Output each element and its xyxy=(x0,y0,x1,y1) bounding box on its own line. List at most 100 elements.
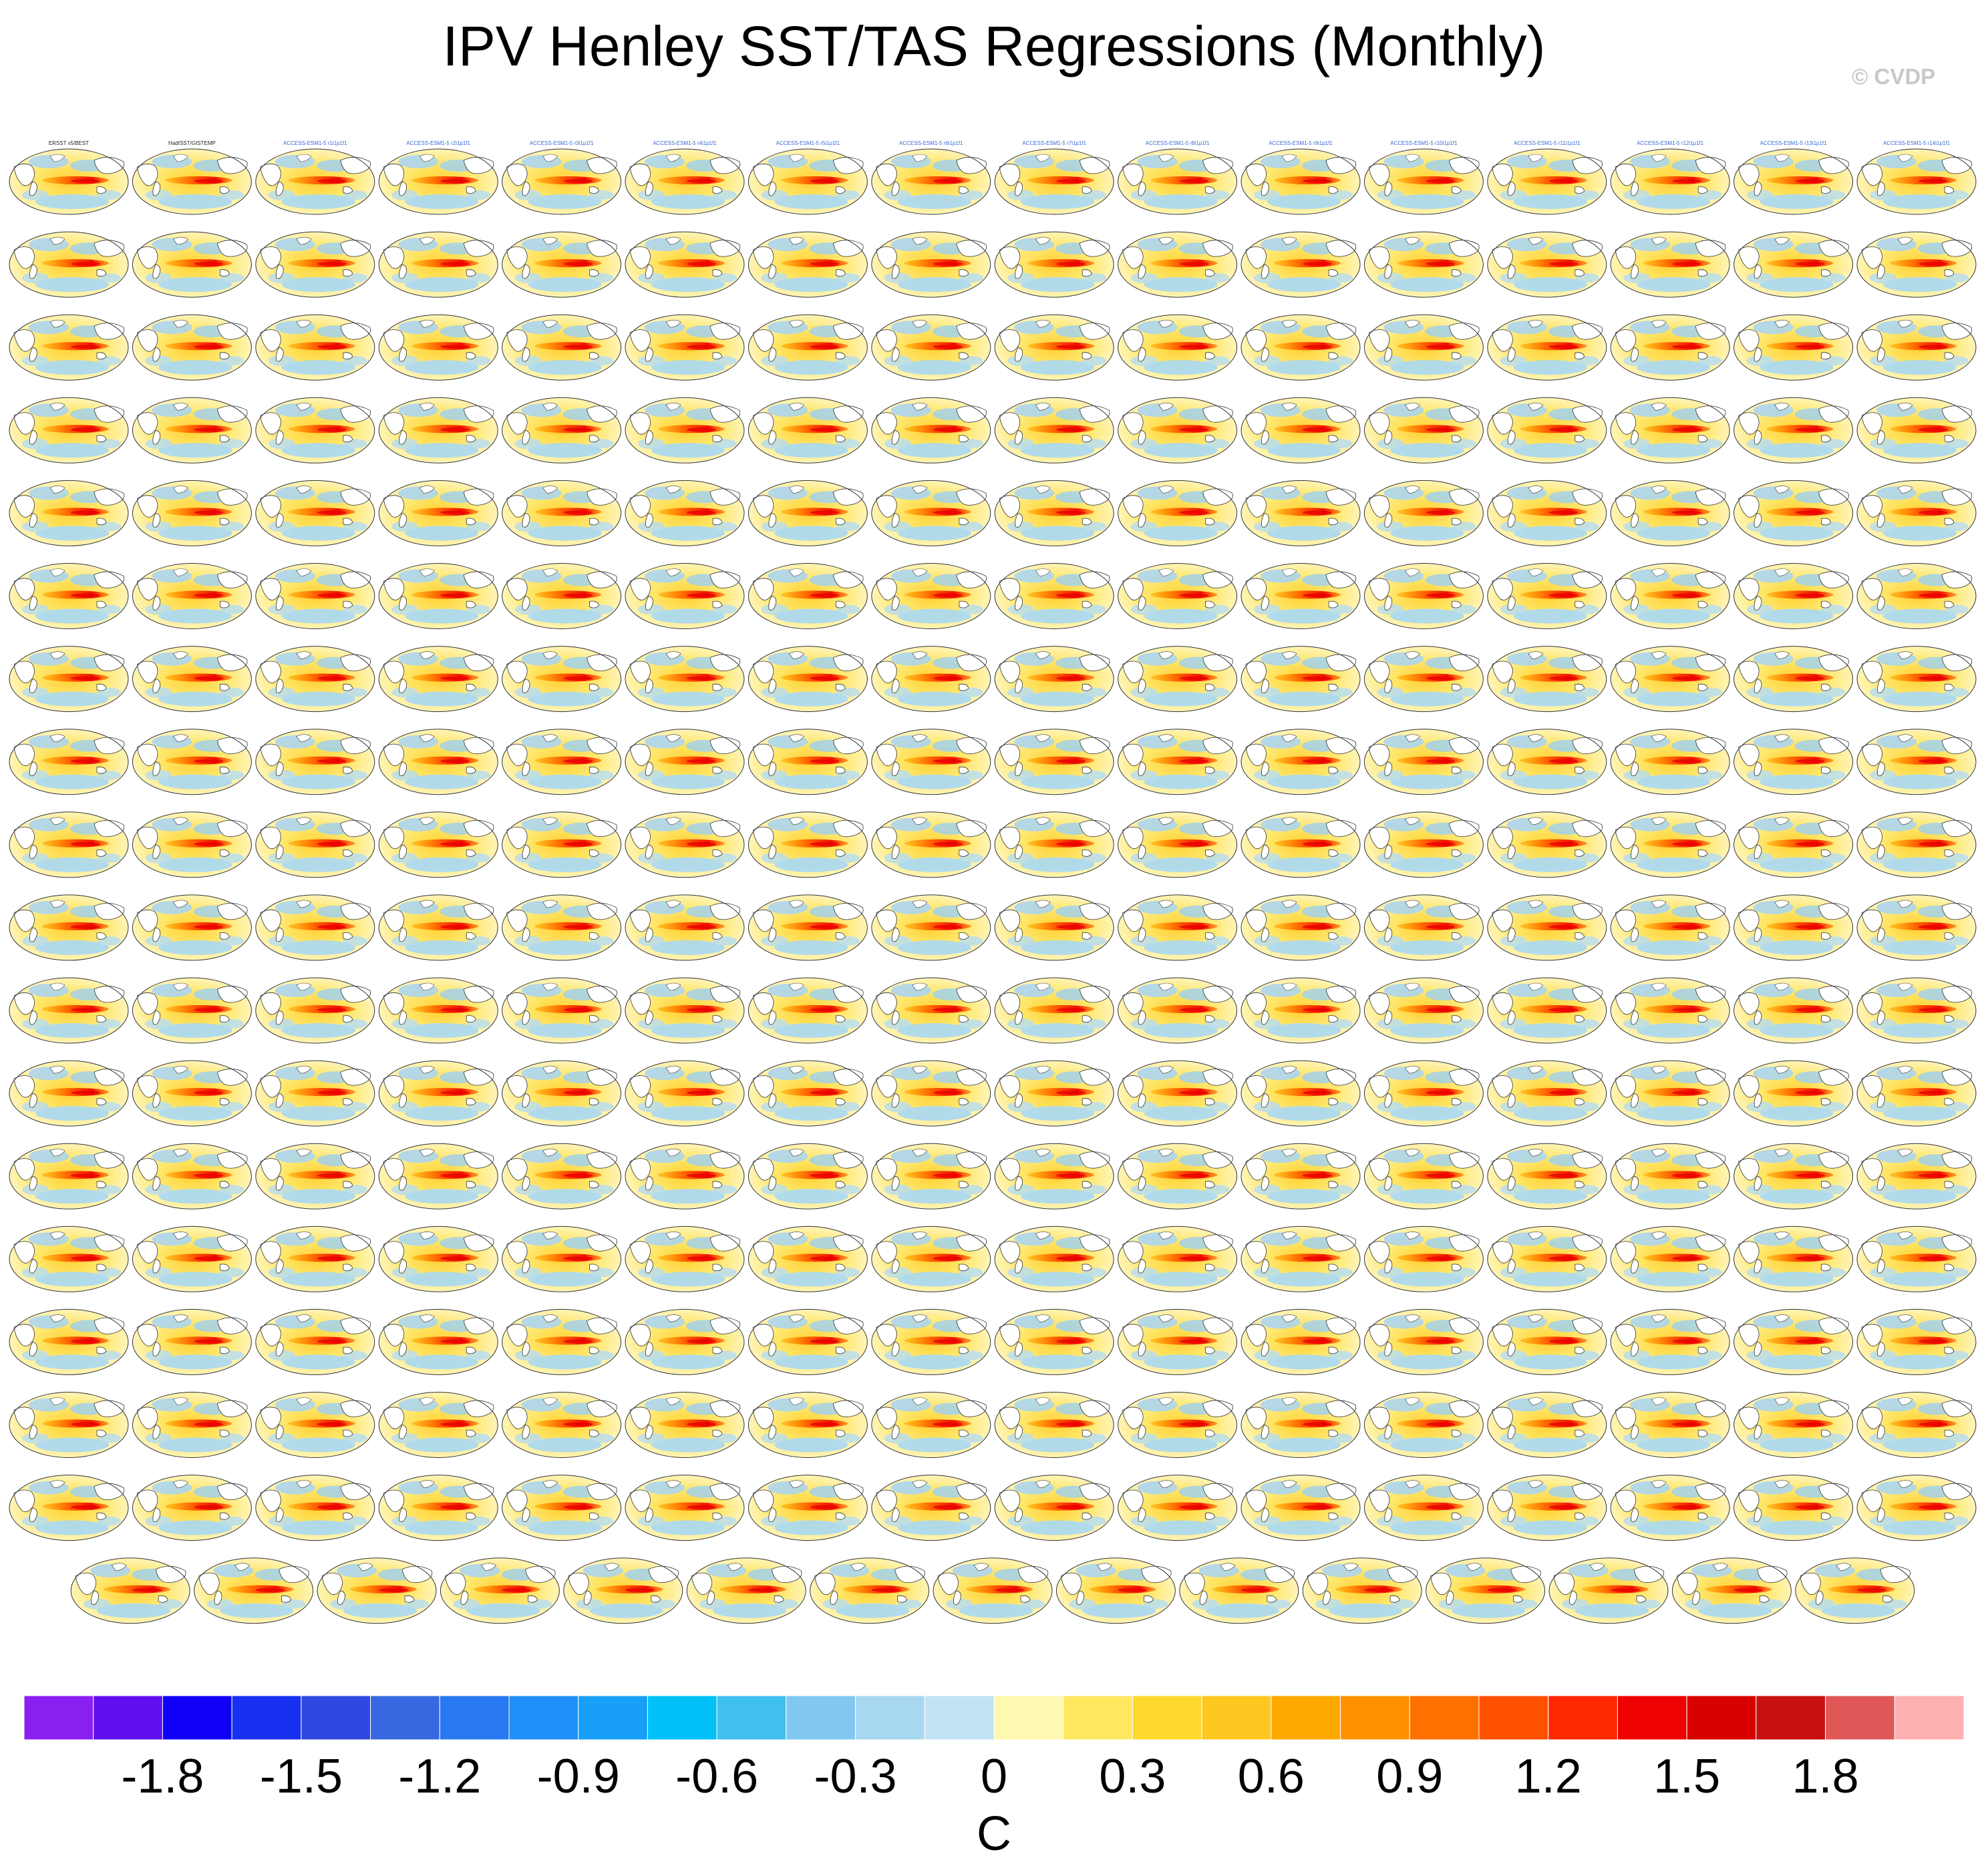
regression-map xyxy=(1240,397,1361,463)
regression-panel xyxy=(378,397,498,463)
regression-panel xyxy=(1856,231,1977,298)
regression-map xyxy=(1610,397,1730,463)
colorbar-box xyxy=(1894,1696,1964,1740)
regression-panel xyxy=(933,1557,1053,1624)
regression-map xyxy=(748,480,868,546)
regression-map xyxy=(1856,1392,1977,1458)
regression-map xyxy=(563,1557,683,1624)
regression-panel xyxy=(871,231,991,298)
regression-panel xyxy=(1733,480,1854,546)
regression-map xyxy=(1733,1392,1854,1458)
regression-map xyxy=(132,231,252,298)
regression-map xyxy=(378,231,498,298)
regression-map xyxy=(1610,231,1730,298)
regression-map xyxy=(378,1392,498,1458)
colorbar-box xyxy=(1548,1696,1618,1740)
regression-map xyxy=(1610,480,1730,546)
regression-panel xyxy=(1118,1308,1238,1375)
regression-panel xyxy=(1548,1557,1669,1624)
panel-title: ERSST v5/BEST xyxy=(49,140,89,146)
regression-panel xyxy=(9,314,129,381)
regression-map xyxy=(871,563,991,629)
colorbar-box xyxy=(924,1696,995,1740)
regression-map xyxy=(1487,480,1607,546)
regression-map xyxy=(686,1557,806,1624)
regression-map xyxy=(748,1475,868,1541)
regression-panel xyxy=(1240,729,1361,795)
regression-panel xyxy=(1733,646,1854,713)
regression-panel xyxy=(9,977,129,1044)
regression-panel xyxy=(255,563,375,629)
regression-panel xyxy=(748,1143,868,1209)
regression-panel xyxy=(871,811,991,878)
regression-map xyxy=(378,1060,498,1127)
regression-panel xyxy=(1487,646,1607,713)
regression-map xyxy=(1240,1226,1361,1292)
regression-map xyxy=(132,148,252,215)
regression-map xyxy=(748,1226,868,1292)
regression-panel xyxy=(255,729,375,795)
regression-panel xyxy=(871,480,991,546)
regression-panel xyxy=(748,1392,868,1458)
regression-panel xyxy=(255,480,375,546)
regression-panel xyxy=(1118,314,1238,381)
regression-panel xyxy=(132,480,252,546)
regression-panel xyxy=(502,1308,622,1375)
regression-map xyxy=(1856,1308,1977,1375)
panel-title: HadISST/GISTEMP xyxy=(168,140,216,146)
regression-map xyxy=(994,1308,1114,1375)
regression-map xyxy=(1240,148,1361,215)
regression-panel xyxy=(871,977,991,1044)
colorbar-box xyxy=(1409,1696,1480,1740)
regression-panel xyxy=(502,729,622,795)
regression-map xyxy=(1856,811,1977,878)
regression-panel xyxy=(502,894,622,961)
regression-panel xyxy=(994,480,1114,546)
regression-map xyxy=(1118,1392,1238,1458)
regression-panel xyxy=(9,231,129,298)
regression-panel xyxy=(1118,1060,1238,1127)
regression-panel xyxy=(1426,1557,1546,1624)
regression-map xyxy=(625,231,745,298)
regression-panel xyxy=(132,811,252,878)
regression-map xyxy=(378,314,498,381)
regression-panel xyxy=(1363,1308,1484,1375)
regression-panel xyxy=(1363,397,1484,463)
regression-panel xyxy=(1055,1557,1176,1624)
regression-map xyxy=(255,314,375,381)
colorbar-box xyxy=(1271,1696,1341,1740)
regression-map xyxy=(255,729,375,795)
regression-map xyxy=(9,977,129,1044)
regression-panel xyxy=(871,894,991,961)
regression-map xyxy=(194,1557,314,1624)
colorbar-tick-label: 1.8 xyxy=(1792,1750,1859,1803)
regression-panel xyxy=(994,1475,1114,1541)
regression-panel xyxy=(994,1308,1114,1375)
regression-map xyxy=(1856,148,1977,215)
regression-map xyxy=(9,811,129,878)
colorbar-box xyxy=(1478,1696,1549,1740)
regression-panel xyxy=(1610,977,1730,1044)
regression-map xyxy=(871,894,991,961)
regression-panel xyxy=(9,1226,129,1292)
regression-panel xyxy=(1610,563,1730,629)
regression-map xyxy=(1610,894,1730,961)
regression-panel xyxy=(1733,1475,1854,1541)
regression-map xyxy=(132,1392,252,1458)
regression-panel xyxy=(9,563,129,629)
regression-panel: ACCESS-ESM1-5 r10i1p1f1 xyxy=(1363,140,1484,215)
regression-map xyxy=(994,811,1114,878)
regression-map xyxy=(1733,1308,1854,1375)
regression-panel xyxy=(1118,397,1238,463)
regression-map xyxy=(1118,977,1238,1044)
regression-map xyxy=(748,1060,868,1127)
regression-panel xyxy=(1118,480,1238,546)
regression-map xyxy=(1240,729,1361,795)
regression-map xyxy=(871,314,991,381)
regression-map xyxy=(378,1308,498,1375)
regression-panel xyxy=(1118,729,1238,795)
regression-map xyxy=(1363,1475,1484,1541)
regression-panel xyxy=(1856,894,1977,961)
regression-map xyxy=(1610,1143,1730,1209)
regression-map xyxy=(1548,1557,1669,1624)
